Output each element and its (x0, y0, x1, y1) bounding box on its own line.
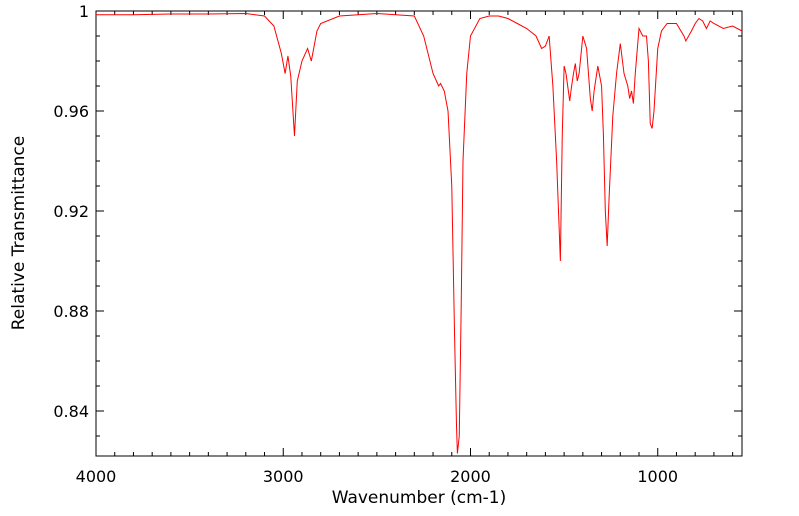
x-tick-label: 2000 (450, 467, 491, 486)
y-tick-label: 0.84 (53, 402, 89, 421)
y-tick-label: 0.92 (53, 202, 89, 221)
x-tick-label: 1000 (637, 467, 678, 486)
y-tick-label: 0.96 (53, 102, 89, 121)
y-tick-label: 0.88 (53, 302, 89, 321)
x-tick-label: 3000 (263, 467, 304, 486)
x-axis-title: Wavenumber (cm-1) (332, 488, 507, 508)
axis-ticks (95, 10, 742, 456)
x-tick-label: 4000 (76, 467, 117, 486)
tick-labels: 4000 3000 2000 1000 0.84 0.88 0.92 0.96 1 (53, 2, 678, 486)
y-axis-title: Relative Transmittance (9, 136, 29, 331)
plot-frame (95, 10, 743, 457)
spectrum-series-line (96, 12, 743, 454)
y-tick-label: 1 (79, 2, 89, 21)
